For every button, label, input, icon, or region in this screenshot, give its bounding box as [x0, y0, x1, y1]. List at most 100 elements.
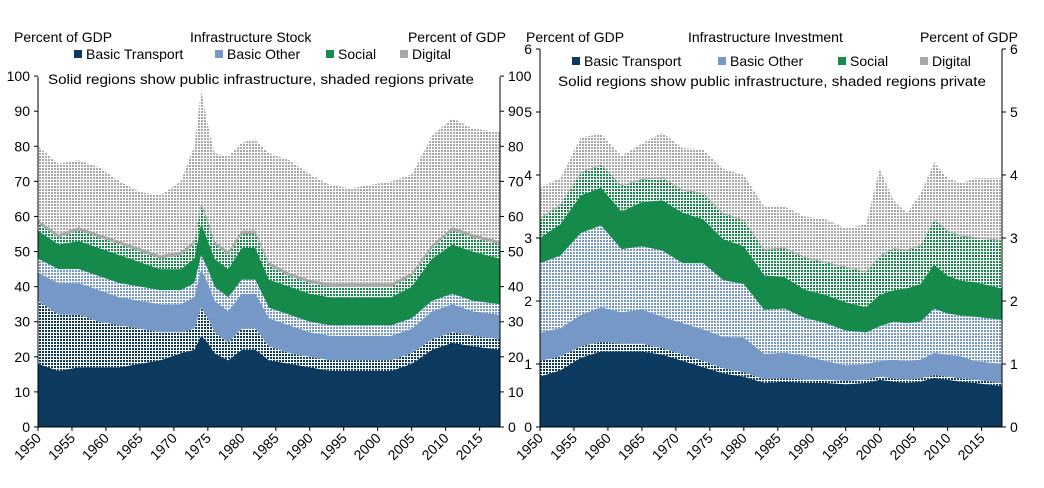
investment-xtick-label: 2015: [954, 430, 987, 463]
stock-legend-basic-other-swatch: [215, 50, 223, 58]
investment-areas: [540, 132, 1002, 427]
stock-xtick-label: 1965: [113, 430, 146, 463]
investment-xtick-label: 2005: [886, 430, 919, 463]
stock-area-basic-transport-public: [38, 335, 500, 427]
investment-ytick-label-right: 0: [1010, 419, 1018, 435]
investment-area-social-public: [540, 187, 1002, 333]
stock-xtick-label: 1955: [45, 430, 78, 463]
stock-ytick-label-right: 20: [508, 349, 524, 365]
stock-ytick-label-right: 50: [508, 244, 524, 260]
investment-xtick-label: 1995: [819, 430, 852, 463]
investment-ytick-label-left: 5: [524, 104, 532, 120]
stock-legend-basic-transport: Basic Transport: [86, 46, 183, 62]
investment-area-social-private: [540, 165, 1002, 308]
investment-ytick-label-left: 2: [524, 293, 532, 309]
investment-legend-social-swatch: [838, 57, 846, 65]
stock-area-social-public: [38, 223, 500, 326]
stock-xtick-label: 1995: [317, 430, 350, 463]
stock-xtick-label: 1950: [11, 430, 44, 463]
investment-xtick-label: 1965: [615, 430, 648, 463]
investment-area-basic-transport-private: [540, 341, 1002, 387]
investment-title: Infrastructure Investment: [688, 29, 843, 45]
stock-ytick-label-left: 60: [14, 208, 30, 224]
stock-xtick-label: 1975: [181, 430, 214, 463]
investment-ytick-label-right: 1: [1010, 356, 1018, 372]
stock-ytick-label-right: 70: [508, 173, 524, 189]
stock-ytick-label-left: 0: [22, 419, 30, 435]
stock-ytick-label-right: 30: [508, 314, 524, 330]
investment-legend: Basic Transport Basic Other Social Digit…: [572, 53, 971, 69]
investment-area-basic-other-public: [540, 307, 1002, 383]
investment-legend-social: Social: [850, 53, 888, 69]
stock-legend-social: Social: [338, 46, 376, 62]
investment-ylabel-right: Percent of GDP: [920, 29, 1018, 45]
stock-legend-basic-other: Basic Other: [227, 46, 300, 62]
stock-xtick-label: 2000: [350, 430, 383, 463]
investment-area-digital-private: [540, 132, 1002, 272]
investment-ytick-label-left: 4: [524, 167, 532, 183]
stock-ytick-label-left: 90: [14, 103, 30, 119]
stock-note: Solid regions show public infrastructure…: [48, 71, 474, 87]
stock-areas: [38, 90, 500, 427]
investment-ytick-label-left: 1: [524, 356, 532, 372]
investment-xtick-label: 1985: [751, 430, 784, 463]
stock-ytick-label-left: 50: [14, 244, 30, 260]
stock-ytick-label-right: 0: [508, 419, 516, 435]
investment-xtick-label: 2010: [920, 430, 953, 463]
investment-legend-digital: Digital: [932, 53, 971, 69]
investment-ytick-label-right: 4: [1010, 167, 1018, 183]
stock-ytick-label-left: 30: [14, 314, 30, 330]
investment-ytick-label-right: 3: [1010, 230, 1018, 246]
stock-legend-digital-swatch: [400, 50, 408, 58]
stock-ytick-label-right: 100: [508, 68, 532, 84]
stock-ytick-label-right: 90: [508, 103, 524, 119]
investment-xtick-label: 1990: [785, 430, 818, 463]
stock-xtick-label: 1960: [79, 430, 112, 463]
investment-xtick-label: 1960: [581, 430, 614, 463]
stock-ytick-label-left: 80: [14, 138, 30, 154]
stock-xtick-label: 1985: [249, 430, 282, 463]
stock-ylabel-left: Percent of GDP: [14, 29, 112, 45]
investment-ylabel-left: Percent of GDP: [526, 29, 624, 45]
stock-ytick-label-left: 100: [7, 68, 31, 84]
investment-ytick-label-left: 3: [524, 230, 532, 246]
stock-ytick-label-right: 10: [508, 384, 524, 400]
investment-legend-basic-transport-swatch: [572, 57, 580, 65]
stock-xtick-label: 2010: [418, 430, 451, 463]
stock-area-social-private: [38, 205, 500, 298]
stock-xtick-label: 2015: [452, 430, 485, 463]
stock-ytick-label-left: 10: [14, 384, 30, 400]
stock-xtick-label: 1990: [283, 430, 316, 463]
investment-legend-basic-transport: Basic Transport: [584, 53, 681, 69]
stock-legend: Basic Transport Basic Other Social Digit…: [74, 46, 451, 62]
stock-ytick-label-left: 20: [14, 349, 30, 365]
investment-area-basic-transport-public: [540, 351, 1002, 427]
stock-ytick-label-right: 80: [508, 138, 524, 154]
stock-title: Infrastructure Stock: [190, 29, 312, 45]
stock-legend-digital: Digital: [412, 46, 451, 62]
stock-ytick-label-left: 40: [14, 279, 30, 295]
investment-legend-basic-other: Basic Other: [730, 53, 803, 69]
stock-area-basic-transport-private: [38, 300, 500, 371]
stock-ytick-label-left: 70: [14, 173, 30, 189]
investment-xtick-label: 1950: [513, 430, 546, 463]
stock-xtick-label: 1980: [215, 430, 248, 463]
investment-xtick-label: 1970: [649, 430, 682, 463]
stock-xtick-label: 1970: [147, 430, 180, 463]
stock-area-basic-other-public: [38, 269, 500, 361]
investment-ytick-label-left: 0: [524, 419, 532, 435]
investment-ytick-label-right: 5: [1010, 104, 1018, 120]
stock-ytick-label-right: 60: [508, 208, 524, 224]
stock-legend-basic-transport-swatch: [74, 50, 82, 58]
stock-xtick-label: 2005: [384, 430, 417, 463]
investment-legend-basic-other-swatch: [718, 57, 726, 65]
investment-xtick-label: 2000: [852, 430, 885, 463]
investment-xtick-label: 1975: [683, 430, 716, 463]
investment-xtick-label: 1980: [717, 430, 750, 463]
stock-ytick-label-right: 40: [508, 279, 524, 295]
stock-ylabel-right: Percent of GDP: [408, 29, 506, 45]
investment-ytick-label-right: 2: [1010, 293, 1018, 309]
